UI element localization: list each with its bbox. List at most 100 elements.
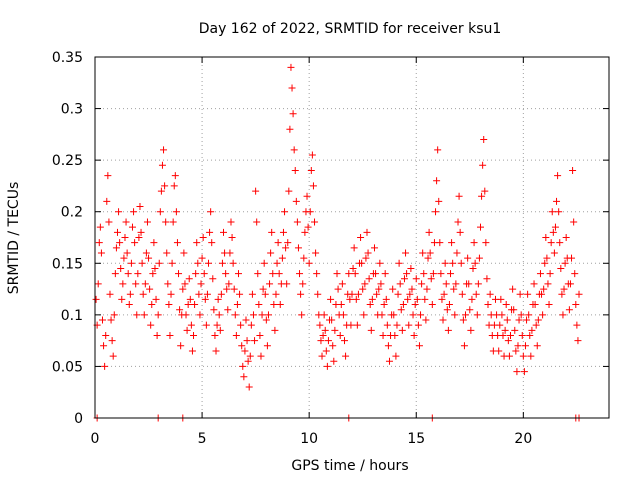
data-point bbox=[146, 285, 154, 293]
data-point bbox=[172, 208, 180, 216]
y-tick-label: 0 bbox=[74, 411, 83, 427]
data-point bbox=[470, 239, 478, 247]
data-point bbox=[179, 285, 187, 293]
data-point bbox=[468, 295, 476, 303]
data-point bbox=[121, 234, 129, 241]
data-point bbox=[504, 337, 512, 345]
data-point bbox=[562, 234, 570, 241]
x-axis-label: GPS time / hours bbox=[291, 458, 408, 474]
data-point bbox=[345, 270, 353, 278]
data-point bbox=[223, 285, 231, 293]
data-point bbox=[510, 306, 518, 314]
data-point bbox=[316, 321, 324, 329]
data-point bbox=[338, 280, 346, 288]
data-point bbox=[548, 208, 556, 216]
data-point bbox=[483, 275, 491, 283]
data-point bbox=[259, 285, 267, 293]
data-point bbox=[282, 244, 290, 252]
data-point bbox=[450, 285, 458, 293]
data-point bbox=[96, 223, 104, 231]
data-point bbox=[200, 270, 208, 278]
data-point bbox=[95, 239, 103, 247]
data-points bbox=[92, 63, 583, 422]
data-point bbox=[444, 326, 452, 334]
data-point bbox=[395, 259, 403, 267]
data-point bbox=[319, 331, 327, 339]
data-point bbox=[469, 264, 477, 272]
data-point bbox=[118, 295, 126, 303]
data-point bbox=[448, 239, 456, 247]
data-point bbox=[512, 347, 520, 355]
data-point bbox=[347, 321, 355, 329]
data-point bbox=[341, 337, 349, 345]
data-point bbox=[241, 347, 249, 355]
data-point bbox=[495, 347, 503, 355]
data-point bbox=[481, 187, 489, 195]
data-point bbox=[237, 321, 245, 329]
data-point bbox=[175, 270, 183, 278]
data-point bbox=[163, 249, 171, 257]
data-point bbox=[419, 249, 427, 257]
data-point bbox=[424, 254, 432, 262]
data-point bbox=[229, 259, 237, 267]
data-point bbox=[227, 218, 235, 226]
data-point bbox=[150, 239, 158, 247]
y-tick-label: 0.05 bbox=[52, 359, 83, 375]
data-point bbox=[228, 234, 236, 241]
y-tick-label: 0.3 bbox=[61, 102, 83, 118]
data-point bbox=[545, 301, 553, 309]
data-point bbox=[254, 270, 262, 278]
data-point bbox=[245, 383, 253, 391]
data-point bbox=[205, 259, 213, 267]
data-point bbox=[331, 326, 339, 334]
data-point bbox=[536, 270, 544, 278]
data-point bbox=[407, 264, 415, 272]
data-point bbox=[108, 337, 116, 345]
data-point bbox=[527, 352, 535, 360]
data-point bbox=[278, 254, 286, 262]
data-point bbox=[441, 259, 449, 267]
data-point bbox=[194, 259, 202, 267]
data-point bbox=[528, 326, 536, 334]
data-point bbox=[127, 259, 135, 267]
data-point bbox=[464, 254, 472, 262]
data-point bbox=[317, 337, 325, 345]
data-point bbox=[190, 331, 198, 339]
data-point bbox=[460, 342, 468, 350]
data-point bbox=[428, 301, 436, 309]
data-point bbox=[475, 254, 483, 262]
data-point bbox=[248, 290, 256, 298]
data-point bbox=[306, 208, 314, 216]
data-point bbox=[203, 290, 211, 298]
data-point bbox=[283, 280, 291, 288]
data-point bbox=[208, 239, 216, 247]
data-point bbox=[409, 311, 417, 319]
data-point bbox=[136, 203, 144, 211]
data-point bbox=[553, 197, 561, 205]
data-point bbox=[342, 352, 350, 360]
plot-frame bbox=[94, 56, 610, 419]
y-tick-label: 0.1 bbox=[61, 308, 83, 324]
data-point bbox=[373, 290, 381, 298]
data-point bbox=[263, 342, 271, 350]
data-point bbox=[515, 316, 523, 324]
data-point bbox=[100, 342, 108, 350]
data-point bbox=[546, 270, 554, 278]
data-point bbox=[426, 249, 434, 257]
data-point bbox=[252, 187, 260, 195]
data-point bbox=[436, 239, 444, 247]
data-point bbox=[501, 326, 509, 334]
data-point bbox=[551, 223, 559, 231]
data-point bbox=[233, 301, 241, 309]
data-point bbox=[330, 357, 338, 365]
data-point bbox=[111, 270, 119, 278]
data-point bbox=[550, 249, 558, 257]
data-point bbox=[271, 326, 279, 334]
data-point bbox=[513, 368, 521, 376]
data-point bbox=[362, 254, 370, 262]
data-point bbox=[97, 249, 105, 257]
data-point bbox=[452, 280, 460, 288]
data-point bbox=[168, 259, 176, 267]
data-point bbox=[385, 357, 393, 365]
data-point bbox=[378, 311, 386, 319]
